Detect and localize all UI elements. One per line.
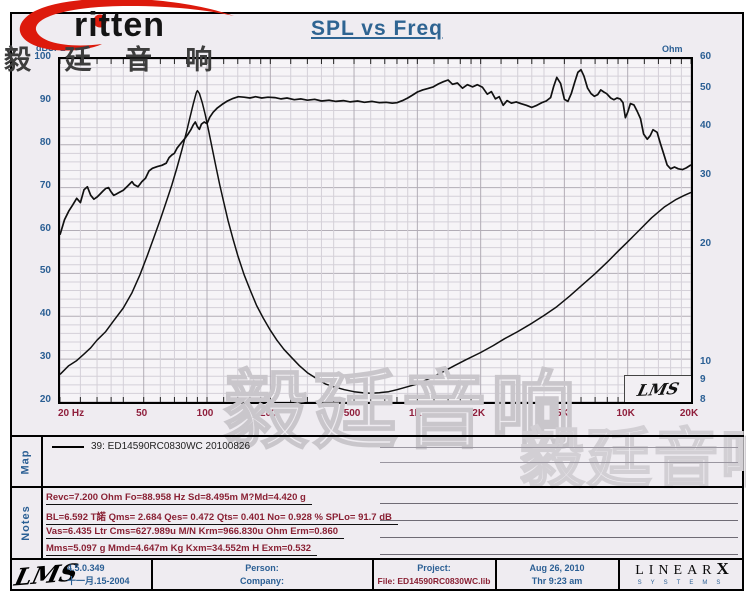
right-tick-label: 10 xyxy=(700,356,712,367)
notes-ruled-line xyxy=(380,537,738,538)
x-tick-label: 10K xyxy=(616,408,635,419)
right-tick-label: 30 xyxy=(700,168,712,180)
app-version-date: 十一月.15-2004 xyxy=(67,576,130,586)
notes-ruled-line xyxy=(380,554,738,555)
left-tick-label: 90 xyxy=(39,93,51,105)
footer-divider-3 xyxy=(495,558,497,591)
left-tick-label: 50 xyxy=(39,265,51,277)
brand-cjk-subtitle: 毅 廷 音 响 xyxy=(4,45,226,75)
map-ruled-line xyxy=(380,462,738,463)
x-tick-label: 200 xyxy=(259,408,277,419)
right-axis-tick-labels: 60 50 40 30 20 10 9 8 xyxy=(697,52,731,405)
x-tick-label: 20 Hz xyxy=(58,408,85,419)
x-axis-tick-labels: 20 Hz 50 100 200 500 1K 2K 5K 10K 20K xyxy=(58,408,698,422)
sidebar-divider xyxy=(41,435,43,559)
footer-divider-2 xyxy=(372,558,374,591)
impedance-curve xyxy=(60,89,691,395)
project-label: Project: xyxy=(417,563,451,573)
curve-swatch-line xyxy=(52,445,84,448)
left-tick-label: 40 xyxy=(39,308,51,320)
right-tick-label: 9 xyxy=(700,373,706,385)
divider-notes-footer xyxy=(10,558,744,560)
date-time-block: Aug 26, 2010 Thr 9:23 am xyxy=(497,562,617,588)
divider-chart-map xyxy=(10,435,744,437)
notes-line-1: Revc=7.200 Ohm Fo=88.958 Hz Sd=8.495m M?… xyxy=(46,492,312,505)
left-tick-label: 60 xyxy=(39,222,51,234)
footer-time: Thr 9:23 am xyxy=(531,576,583,586)
brand-text: ritten xyxy=(74,6,165,44)
notes-line-3: Vas=6.435 Ltr Cms=627.989u M/N Krm=966.8… xyxy=(46,526,345,539)
spl-curve xyxy=(60,68,691,236)
app-version: 4.5.0.349 xyxy=(67,563,105,573)
notes-ruled-line xyxy=(380,520,738,521)
linearx-logo: LINEARX SYSTEMS xyxy=(622,559,742,587)
left-tick-label: 80 xyxy=(39,136,51,148)
x-tick-label: 1K xyxy=(408,408,422,419)
left-tick-label: 100 xyxy=(34,51,51,62)
right-tick-label: 60 xyxy=(700,51,712,62)
notes-line-4: Mms=5.097 g Mmd=4.647m Kg Kxm=34.552m H … xyxy=(46,543,318,556)
map-legend-entry: 39: ED14590RC0830WC 20100826 xyxy=(52,441,250,452)
linearx-wordmark: LINEARX xyxy=(635,559,729,578)
map-ruled-line xyxy=(380,447,738,448)
left-tick-label: 70 xyxy=(39,179,51,191)
version-block: 4.5.0.349 十一月.15-2004 xyxy=(67,562,130,588)
x-tick-label: 20K xyxy=(679,408,699,419)
person-label: Person: xyxy=(245,563,279,573)
right-tick-label: 20 xyxy=(700,238,712,250)
company-label: Company: xyxy=(239,576,284,586)
notes-section-label: Notes xyxy=(19,505,32,541)
lms-inset-badge: LMS xyxy=(624,375,691,402)
spl-vs-freq-plot: LMS xyxy=(58,57,693,404)
x-tick-label: 50 xyxy=(136,408,148,419)
footer-divider-1 xyxy=(151,558,153,591)
notes-ruled-line xyxy=(380,503,738,504)
right-tick-label: 8 xyxy=(700,394,706,405)
notes-line-2: BL=6.592 T諾 Qms= 2.684 Qes= 0.472 Qts= 0… xyxy=(46,509,398,525)
eritten-logo: ritten xyxy=(2,0,240,60)
left-tick-label: 30 xyxy=(39,351,51,363)
left-tick-label: 20 xyxy=(39,394,51,405)
linearx-systems-text: SYSTEMS xyxy=(637,580,730,586)
footer-date: Aug 26, 2010 xyxy=(529,563,585,573)
plot-canvas xyxy=(60,59,691,402)
project-file-block: Project: File: ED14590RC0830WC.lib xyxy=(374,562,494,588)
x-tick-label: 5K xyxy=(555,408,569,419)
eritten-swoosh-icon xyxy=(19,0,234,51)
left-axis-tick-labels: 100 90 80 70 60 50 40 30 20 xyxy=(22,52,54,405)
file-label: File: ED14590RC0830WC.lib xyxy=(377,576,491,586)
divider-map-notes xyxy=(10,486,744,488)
page-title: SPL vs Freq xyxy=(311,17,443,40)
x-tick-label: 500 xyxy=(343,408,361,419)
map-entry-text: 39: ED14590RC0830WC 20100826 xyxy=(91,441,250,452)
x-tick-label: 100 xyxy=(196,408,214,419)
footer-divider-4 xyxy=(618,558,620,591)
map-section-label: Map xyxy=(19,449,32,475)
right-tick-label: 40 xyxy=(700,120,712,132)
right-tick-label: 50 xyxy=(700,82,712,94)
right-axis-unit: Ohm xyxy=(662,44,683,54)
x-tick-label: 2K xyxy=(472,408,486,419)
person-company-block: Person: Company: xyxy=(153,562,371,588)
